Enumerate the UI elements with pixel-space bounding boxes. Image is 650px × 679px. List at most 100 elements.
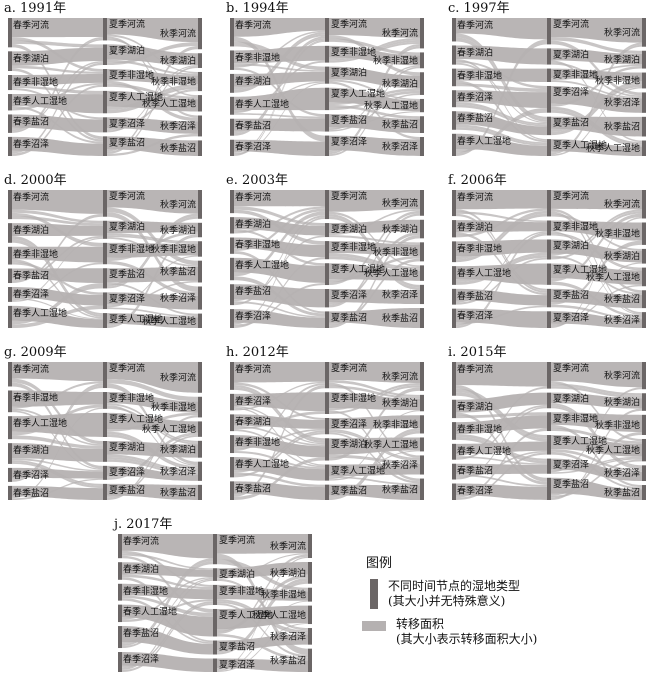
transfer-flow — [12, 84, 103, 156]
transfer-flow — [12, 305, 103, 328]
transfer-flow — [329, 93, 420, 132]
transfer-flow — [551, 65, 642, 107]
transfer-flow — [551, 362, 642, 388]
wetland-node — [103, 90, 107, 114]
node-label: 春季沼泽 — [235, 141, 271, 153]
node-label: 春季湖泊 — [235, 415, 271, 427]
transfer-flow — [234, 481, 325, 500]
node-label: 秋季沼泽 — [160, 465, 196, 477]
node-label: 春季人工湿地 — [235, 458, 289, 470]
node-label: 春季湖泊 — [123, 563, 159, 575]
transfer-flow — [329, 37, 420, 60]
panel-title: h. 2012年 — [226, 345, 289, 360]
wetland-node — [325, 190, 329, 220]
transfer-flow — [107, 133, 198, 156]
transfer-flow — [107, 18, 198, 43]
node-label: 春季河流 — [457, 19, 493, 31]
node-label: 秋季河流 — [160, 198, 196, 210]
wetland-node — [547, 458, 551, 474]
node-label: 秋季湖泊 — [382, 223, 418, 235]
node-label: 秋季沼泽 — [604, 314, 640, 326]
legend-node-entry: 不同时间节点的湿地类型 (其大小并无特殊意义) — [366, 579, 646, 609]
node-label: 夏季河流 — [219, 534, 255, 546]
wetland-node — [118, 626, 122, 649]
node-label: 秋季非湿地 — [373, 246, 418, 258]
transfer-flow — [456, 450, 547, 478]
node-label: 春季人工湿地 — [13, 307, 67, 319]
transfer-flow — [329, 289, 420, 305]
transfer-flow — [329, 454, 420, 464]
wetland-node — [642, 50, 646, 69]
transfer-flow — [107, 233, 198, 243]
node-label: 秋季人工湿地 — [142, 315, 196, 327]
transfer-flow — [456, 102, 547, 125]
transfer-flow — [329, 190, 420, 212]
transfer-flow — [456, 133, 547, 156]
node-label: 春季盐沼 — [457, 112, 493, 124]
transfer-flow — [234, 206, 325, 226]
wetland-node — [103, 412, 107, 437]
transfer-flow — [456, 213, 547, 263]
transfer-flow — [551, 220, 642, 241]
node-label: 夏季非湿地 — [553, 412, 598, 424]
node-label: 夏季河流 — [109, 190, 145, 202]
wetland-node — [8, 268, 12, 284]
wetland-node — [198, 421, 202, 437]
transfer-flow — [456, 428, 547, 498]
node-label: 春季河流 — [235, 363, 271, 375]
node-label: 秋季沼泽 — [382, 288, 418, 300]
transfer-flow — [107, 235, 198, 245]
transfer-flow — [551, 80, 642, 99]
wetland-node — [8, 75, 12, 91]
node-label: 秋季河流 — [382, 197, 418, 209]
node-label: 夏季非湿地 — [553, 69, 598, 81]
node-label: 秋季湖泊 — [604, 54, 640, 66]
transfer-flow — [456, 111, 547, 136]
wetland-node — [420, 415, 424, 434]
wetland-node — [642, 248, 646, 264]
transfer-flow — [551, 81, 642, 132]
node-label: 秋季人工湿地 — [142, 423, 196, 435]
wetland-node — [642, 290, 646, 309]
transfer-flow — [122, 578, 213, 649]
wetland-node — [230, 309, 234, 328]
node-label: 秋季湖泊 — [382, 397, 418, 409]
transfer-flow — [329, 88, 420, 105]
wetland-node — [103, 392, 107, 409]
wetland-node — [325, 18, 329, 42]
transfer-flow — [107, 307, 198, 318]
transfer-flow — [122, 583, 213, 600]
transfer-flow — [234, 217, 325, 325]
wetland-node — [103, 44, 107, 65]
transfer-flow — [234, 235, 325, 302]
transfer-flow — [234, 457, 325, 481]
panel-title: e. 2003年 — [226, 173, 288, 188]
wetland-node — [642, 18, 646, 47]
transfer-flow — [234, 40, 325, 157]
node-label: 秋季河流 — [160, 371, 196, 383]
transfer-flow — [107, 117, 198, 134]
wetland-node — [420, 219, 424, 239]
wetland-node — [8, 467, 12, 482]
wetland-node — [642, 362, 646, 390]
transfer-flow — [217, 578, 308, 653]
transfer-flow — [122, 553, 213, 570]
node-label: 春季人工湿地 — [13, 417, 67, 429]
transfer-flow — [329, 379, 420, 397]
legend-flow-note: (其大小表示转移面积大小) — [396, 632, 538, 646]
transfer-flow — [329, 235, 420, 328]
wetland-node — [8, 190, 12, 220]
node-label: 春季沼泽 — [123, 653, 159, 665]
transfer-flow — [12, 259, 103, 319]
wetland-node — [8, 246, 12, 265]
wetland-node — [452, 483, 456, 500]
node-label: 春季河流 — [457, 191, 493, 203]
flow-layer — [456, 362, 642, 500]
wetland-node — [308, 587, 312, 602]
transfer-flow — [12, 114, 103, 133]
wetland-node — [308, 648, 312, 672]
node-label: 春季盐沼 — [123, 627, 159, 639]
